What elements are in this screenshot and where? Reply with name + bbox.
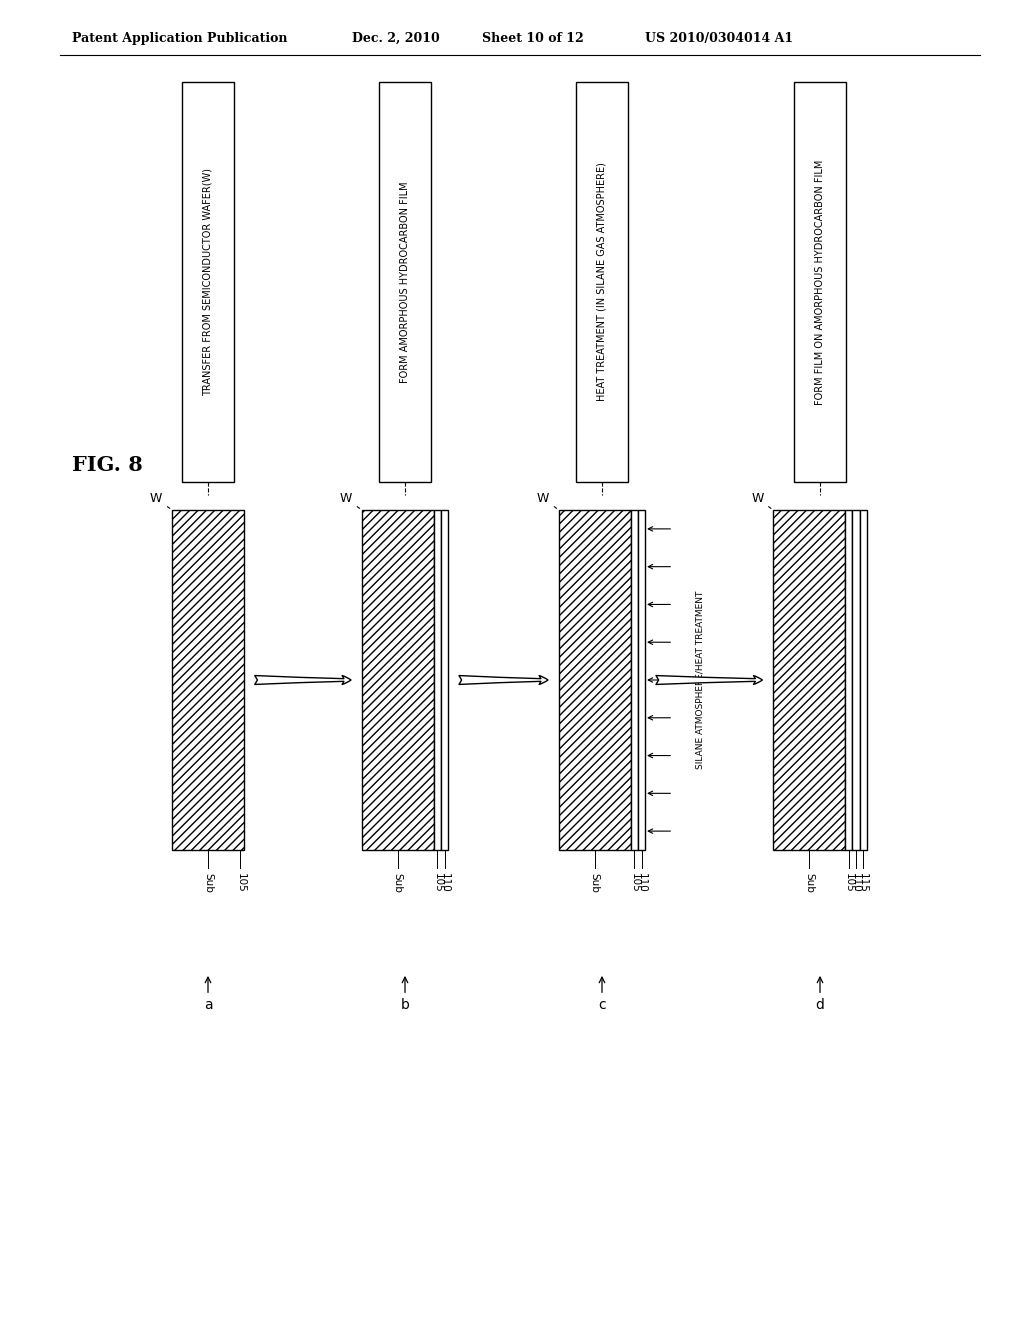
Text: FORM FILM ON AMORPHOUS HYDROCARBON FILM: FORM FILM ON AMORPHOUS HYDROCARBON FILM: [815, 160, 825, 405]
Text: 110: 110: [851, 873, 861, 892]
Text: 105: 105: [432, 873, 442, 892]
Text: 105: 105: [630, 873, 639, 892]
Bar: [773, 510, 845, 850]
Text: HEAT TREATMENT (IN SILANE GAS ATMOSPHERE): HEAT TREATMENT (IN SILANE GAS ATMOSPHERE…: [597, 162, 607, 401]
Bar: [172, 510, 244, 850]
Bar: [172, 510, 244, 850]
Text: d: d: [815, 977, 824, 1012]
Text: c: c: [598, 977, 606, 1012]
Text: 115: 115: [858, 873, 868, 892]
Text: Patent Application Publication: Patent Application Publication: [72, 32, 288, 45]
Bar: [379, 82, 431, 482]
Text: W: W: [752, 492, 771, 508]
Text: Sub: Sub: [203, 873, 213, 892]
Text: FORM AMORPHOUS HYDROCARBON FILM: FORM AMORPHOUS HYDROCARBON FILM: [400, 181, 410, 383]
Text: W: W: [340, 492, 359, 508]
Bar: [631, 510, 638, 850]
Bar: [638, 510, 645, 850]
Text: Dec. 2, 2010: Dec. 2, 2010: [352, 32, 439, 45]
Bar: [575, 82, 628, 482]
Bar: [361, 510, 434, 850]
Text: Sub: Sub: [393, 873, 402, 892]
Text: US 2010/0304014 A1: US 2010/0304014 A1: [645, 32, 794, 45]
Text: W: W: [150, 492, 170, 508]
Text: a: a: [204, 977, 212, 1012]
Text: Sheet 10 of 12: Sheet 10 of 12: [482, 32, 584, 45]
Text: W: W: [537, 492, 557, 508]
Text: Sub: Sub: [590, 873, 600, 892]
Bar: [559, 510, 631, 850]
Text: b: b: [400, 977, 410, 1012]
Bar: [441, 510, 449, 850]
Bar: [361, 510, 434, 850]
Bar: [794, 82, 846, 482]
Text: 105: 105: [844, 873, 854, 892]
Bar: [434, 510, 441, 850]
Bar: [773, 510, 845, 850]
Text: TRANSFER FROM SEMICONDUCTOR WAFER(W): TRANSFER FROM SEMICONDUCTOR WAFER(W): [203, 168, 213, 396]
Text: 105: 105: [236, 873, 246, 892]
Bar: [859, 510, 866, 850]
Text: SILANE ATMOSPHERE/HEAT TREATMENT: SILANE ATMOSPHERE/HEAT TREATMENT: [695, 591, 705, 770]
Bar: [852, 510, 859, 850]
Text: Sub: Sub: [804, 873, 814, 892]
Text: 110: 110: [637, 873, 646, 892]
Bar: [182, 82, 234, 482]
Bar: [559, 510, 631, 850]
Text: 110: 110: [439, 873, 450, 892]
Text: FIG. 8: FIG. 8: [72, 455, 142, 475]
Bar: [845, 510, 852, 850]
